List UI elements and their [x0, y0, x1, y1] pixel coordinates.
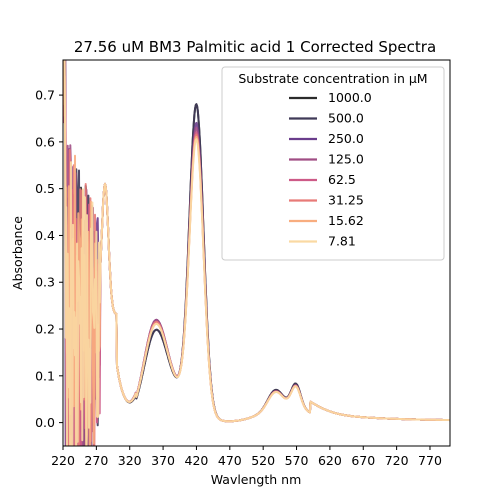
x-tick-label: 620: [318, 453, 342, 468]
series-line: [63, 60, 450, 446]
x-tick-label: 520: [251, 453, 275, 468]
y-tick-label: 0.7: [35, 88, 55, 103]
y-tick-label: 0.3: [35, 275, 55, 290]
x-tick-label: 270: [84, 453, 108, 468]
x-tick-label: 670: [351, 453, 375, 468]
x-tick-label: 320: [118, 453, 142, 468]
legend-entry: 500.0: [328, 111, 364, 126]
legend-entry: 1000.0: [328, 90, 372, 105]
legend-title: Substrate concentration in μM: [238, 71, 427, 86]
series-layer: [63, 60, 450, 446]
legend-entry: 250.0: [328, 131, 364, 146]
plot-frame: [62, 59, 451, 447]
y-tick-label: 0.2: [35, 322, 55, 337]
x-tick-label: 470: [218, 453, 242, 468]
legend-entry: 31.25: [328, 193, 364, 208]
legend-entry: 62.5: [328, 172, 356, 187]
chart-title: 27.56 uM BM3 Palmitic acid 1 Corrected S…: [74, 38, 436, 56]
legend-entry: 15.62: [328, 213, 364, 228]
legend: Substrate concentration in μM 1000.0 500.…: [221, 66, 445, 261]
y-tick-label: 0.1: [35, 368, 55, 383]
x-tick-label: 570: [285, 453, 309, 468]
x-axis-label: Wavlength nm: [211, 472, 302, 487]
x-tick-label: 370: [151, 453, 175, 468]
x-tick-label: 720: [385, 453, 409, 468]
legend-entry: 125.0: [328, 152, 364, 167]
y-tick-label: 0.6: [35, 134, 55, 149]
x-tick-label: 220: [51, 453, 75, 468]
y-tick-label: 0.0: [35, 415, 55, 430]
legend-items: 1000.0 500.0 250.0 125.0 62.5 31.25 15.62 7.81: [289, 90, 372, 249]
legend-box: [221, 66, 445, 261]
x-tick-label: 770: [418, 453, 442, 468]
y-tick-label: 0.4: [35, 228, 55, 243]
legend-entry: 7.81: [328, 234, 356, 249]
y-axis-label: Absorbance: [10, 216, 25, 290]
y-tick-label: 0.5: [35, 181, 55, 196]
y-axis: 0.0 0.1 0.2 0.3 0.4 0.5 0.6 0.7: [35, 88, 63, 430]
x-axis: 220 270 320 370 420 470 520 570 620 670 720 770: [51, 446, 442, 468]
x-tick-label: 420: [185, 453, 209, 468]
